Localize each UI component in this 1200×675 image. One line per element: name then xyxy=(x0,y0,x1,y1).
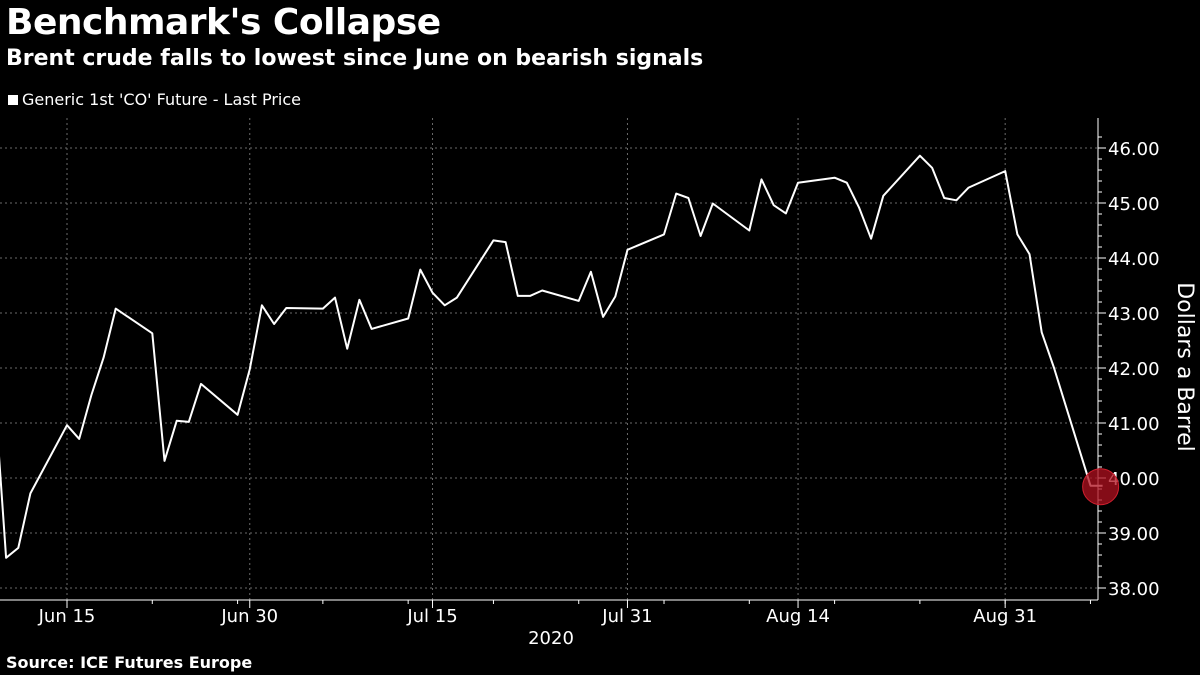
x-axis-title: 2020 xyxy=(528,628,574,649)
chart-title: Benchmark's Collapse xyxy=(6,2,441,43)
y-tick-label: 42.00 xyxy=(1108,359,1160,380)
series-line xyxy=(0,154,1103,559)
y-tick-label: 45.00 xyxy=(1108,194,1160,215)
y-axis-title: Dollars a Barrel xyxy=(1172,282,1197,452)
source-note: Source: ICE Futures Europe xyxy=(6,653,253,672)
highlight-marker xyxy=(1082,468,1120,506)
axes: 38.00 39.00 40.00 41.00 42.00 43.00 44.00 45.00… xyxy=(0,118,1160,627)
x-tick-label: Jun 30 xyxy=(220,606,278,627)
x-tick-label: Aug 14 xyxy=(766,606,830,627)
x-tick-label: Jun 15 xyxy=(38,606,96,627)
y-tick-label: 44.00 xyxy=(1108,249,1160,270)
y-tick-label: 43.00 xyxy=(1108,304,1160,325)
chart-subtitle: Brent crude falls to lowest since June o… xyxy=(6,46,704,71)
grid-lines xyxy=(0,118,1098,600)
y-tick-label: 46.00 xyxy=(1108,139,1160,160)
y-axis-title-layer: Dollars a Barrel xyxy=(1172,282,1197,452)
x-tick-label: Aug 31 xyxy=(973,606,1037,627)
series-layer xyxy=(0,154,1120,559)
y-tick-label: 38.00 xyxy=(1108,579,1160,600)
y-tick-label: 41.00 xyxy=(1108,414,1160,435)
x-tick-label: Jul 15 xyxy=(406,606,457,627)
legend-label: Generic 1st 'CO' Future - Last Price xyxy=(22,90,301,109)
legend-swatch xyxy=(8,94,18,105)
y-tick-label: 39.00 xyxy=(1108,524,1160,545)
y-tick-label: 40.00 xyxy=(1108,469,1160,490)
x-tick-label: Jul 31 xyxy=(601,606,652,627)
legend: Generic 1st 'CO' Future - Last Price xyxy=(8,90,301,109)
